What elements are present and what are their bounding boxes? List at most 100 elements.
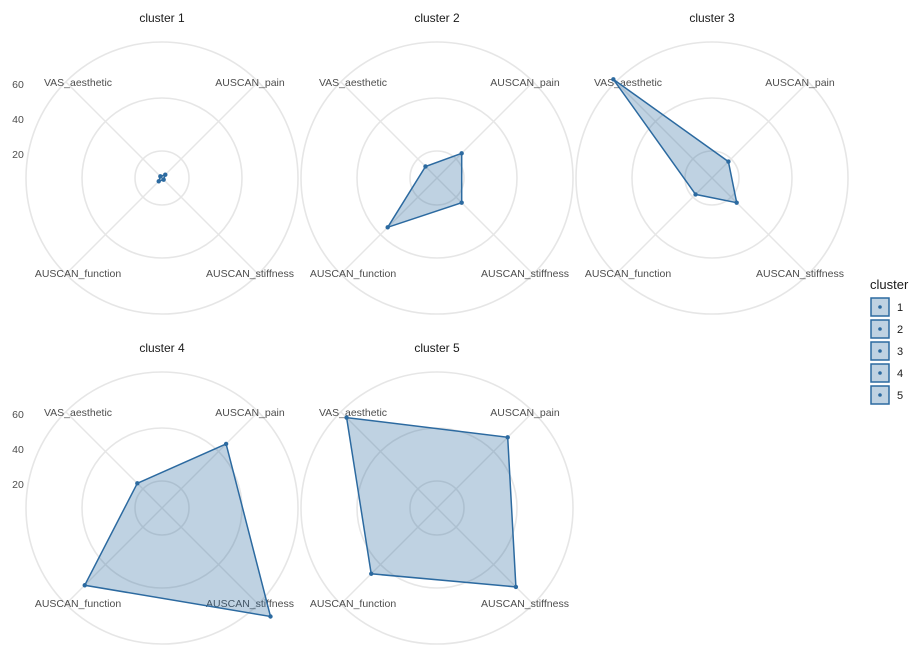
data-point-AUSCAN_stiffness (161, 177, 166, 182)
grid-ring (134, 480, 190, 536)
axis-label: VAS_aesthetic (44, 77, 112, 89)
series-polygon-cluster-5 (345, 416, 517, 588)
grid-spoke (65, 507, 163, 605)
panel-title: cluster 4 (139, 341, 185, 355)
axis-label: AUSCAN_stiffness (481, 268, 569, 280)
grid-spoke (340, 411, 438, 509)
axis-label: VAS_aesthetic (594, 77, 662, 89)
data-point-AUSCAN_pain (726, 159, 731, 164)
grid-ring (25, 41, 299, 315)
panel-title: cluster 2 (414, 11, 460, 25)
grid-spoke (161, 81, 259, 179)
legend-label-5: 5 (897, 390, 903, 402)
series-polygon-cluster-4 (83, 442, 272, 618)
axis-label: AUSCAN_stiffness (756, 268, 844, 280)
axis-label: VAS_aesthetic (44, 407, 112, 419)
grid-ring (300, 371, 574, 645)
legend-label-1: 1 (897, 302, 903, 314)
grid-ring (300, 41, 574, 315)
data-point-VAS_aesthetic (158, 174, 163, 179)
panel-cluster-5: cluster 5 AUSCAN_pain AUSCAN_stiffness AUSC… (300, 341, 574, 645)
data-point-AUSCAN_stiffness (513, 584, 519, 590)
axis-label: AUSCAN_pain (215, 407, 285, 419)
axis-label: AUSCAN_pain (490, 407, 560, 419)
grid-ring (409, 150, 465, 206)
legend-label-2: 2 (897, 324, 903, 336)
data-point-AUSCAN_pain (163, 172, 168, 177)
legend-label-4: 4 (897, 368, 903, 380)
radial-tick-label: 20 (12, 149, 24, 161)
legend-key-point (878, 305, 882, 309)
axis-label: AUSCAN_function (35, 598, 122, 610)
grid-spoke (340, 507, 438, 605)
grid-ring (81, 97, 243, 259)
grid-ring (631, 97, 793, 259)
grid-spoke (65, 81, 163, 179)
grid-spoke (615, 81, 713, 179)
data-point-AUSCAN_function (369, 571, 374, 576)
data-point-AUSCAN_function (82, 583, 87, 588)
grid-spoke (161, 411, 259, 509)
data-point-AUSCAN_pain (505, 435, 510, 440)
grid-spoke (340, 81, 438, 179)
axis-label: AUSCAN_pain (765, 77, 835, 89)
grid-spoke (436, 411, 534, 509)
legend-key-point (878, 371, 882, 375)
axis-label: AUSCAN_pain (490, 77, 560, 89)
radial-tick-label: 60 (12, 79, 24, 91)
legend-title: cluster (870, 277, 909, 292)
legend-key-point (878, 393, 882, 397)
data-point-AUSCAN_stiffness (734, 200, 739, 205)
series-polygon-cluster-2 (385, 152, 463, 229)
grid-ring (684, 150, 740, 206)
axis-label: AUSCAN_stiffness (206, 268, 294, 280)
legend-key-point (878, 327, 882, 331)
radial-tick-label: 40 (12, 114, 24, 126)
grid-ring (356, 97, 518, 259)
grid-spoke (161, 507, 259, 605)
grid-ring (409, 480, 465, 536)
legend: cluster 1 2 3 4 5 (870, 277, 909, 405)
panel-title: cluster 1 (139, 11, 185, 25)
panel-cluster-2: cluster 2 AUSCAN_pain AUSCAN_stiffness AUSC… (300, 11, 574, 315)
panel-title: cluster 5 (414, 341, 460, 355)
grid-ring (575, 41, 849, 315)
grid-spoke (436, 81, 534, 179)
axis-label: VAS_aesthetic (319, 77, 387, 89)
grid-spoke (161, 177, 259, 275)
data-point-AUSCAN_function (693, 192, 698, 197)
grid-spoke (65, 411, 163, 509)
legend-key-point (878, 349, 882, 353)
radial-tick-label: 20 (12, 479, 24, 491)
panel-cluster-3: cluster 3 AUSCAN_pain AUSCAN_stiffness AUSC… (575, 11, 849, 315)
data-point-AUSCAN_function (385, 225, 390, 230)
panel-cluster-1: cluster 1 20 40 60 AUSCAN_pain AUSCAN_stiffne… (12, 11, 299, 315)
panel-title: cluster 3 (689, 11, 735, 25)
data-point-AUSCAN_pain (459, 151, 464, 156)
legend-label-3: 3 (897, 346, 903, 358)
grid-spoke (711, 177, 809, 275)
grid-spoke (65, 177, 163, 275)
axis-label: AUSCAN_pain (215, 77, 285, 89)
axis-label: AUSCAN_stiffness (481, 598, 569, 610)
axis-label: AUSCAN_function (35, 268, 122, 280)
data-point-VAS_aesthetic (611, 77, 616, 82)
data-point-AUSCAN_pain (223, 441, 229, 447)
axis-label: VAS_aesthetic (319, 407, 387, 419)
data-point-AUSCAN_stiffness (459, 200, 464, 205)
grid-spoke (436, 177, 534, 275)
grid-ring (25, 371, 299, 645)
radial-tick-label: 60 (12, 409, 24, 421)
axis-label: AUSCAN_function (310, 598, 397, 610)
axis-label: AUSCAN_function (585, 268, 672, 280)
axis-label: AUSCAN_function (310, 268, 397, 280)
data-point-AUSCAN_function (156, 179, 161, 184)
data-point-AUSCAN_stiffness (268, 614, 273, 619)
grid-ring (134, 150, 190, 206)
axis-label: AUSCAN_stiffness (206, 598, 294, 610)
data-point-VAS_aesthetic (423, 164, 428, 169)
radial-tick-label: 40 (12, 444, 24, 456)
data-point-VAS_aesthetic (344, 415, 349, 420)
panel-cluster-4: cluster 4 20 40 60 AUSCAN_pain AUSCAN_stiffne… (12, 341, 299, 645)
